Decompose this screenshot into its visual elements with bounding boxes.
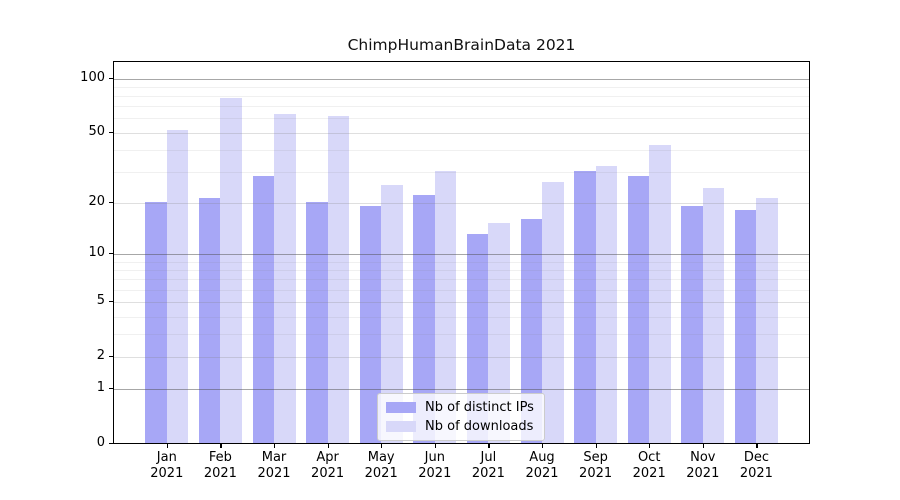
legend-swatch-downloads	[386, 421, 416, 432]
x-tick-label-oct: Oct 2021	[632, 450, 666, 481]
x-tick-label-jul: Jul 2021	[471, 450, 505, 481]
legend-label-distinct-ips: Nb of distinct IPs	[425, 400, 534, 415]
bar-nb-of-downloads-nov	[702, 188, 725, 443]
bar-nb-of-distinct-ips-aug	[520, 218, 542, 443]
x-tick-mark-jul	[488, 444, 490, 448]
bar-nb-of-distinct-ips-apr	[306, 201, 328, 443]
bar-nb-of-distinct-ips-nov	[681, 205, 703, 443]
y-tick-mark-5	[109, 301, 113, 303]
x-tick-mark-mar	[274, 444, 276, 448]
x-tick-label-sep: Sep 2021	[579, 450, 613, 481]
x-tick-label-mar: Mar 2021	[257, 450, 291, 481]
y-tick-mark-1	[109, 388, 113, 390]
legend-item-distinct-ips: Nb of distinct IPs	[386, 400, 534, 415]
plot-area: Nb of distinct IPs Nb of downloads	[113, 61, 810, 444]
x-tick-label-aug: Aug 2021	[525, 450, 559, 481]
x-tick-label-may: May 2021	[364, 450, 398, 481]
x-tick-mark-jan	[166, 444, 168, 448]
x-tick-mark-sep	[595, 444, 597, 448]
y-tick-mark-10	[109, 253, 113, 255]
bar-nb-of-distinct-ips-jan	[145, 201, 167, 443]
bar-nb-of-downloads-apr	[327, 116, 350, 443]
x-tick-mark-oct	[649, 444, 651, 448]
y-tick-mark-20	[109, 201, 113, 204]
y-tick-mark-100	[109, 77, 113, 79]
x-tick-mark-may	[381, 444, 383, 448]
x-tick-label-apr: Apr 2021	[311, 450, 345, 481]
x-tick-mark-dec	[756, 444, 758, 448]
x-tick-mark-jun	[434, 444, 436, 448]
bar-nb-of-downloads-mar	[274, 113, 296, 443]
x-tick-label-nov: Nov 2021	[686, 450, 720, 481]
bar-nb-of-distinct-ips-feb	[198, 198, 221, 443]
y-tick-label-50: 50	[88, 123, 105, 139]
bar-nb-of-downloads-aug	[542, 182, 564, 443]
legend-item-downloads: Nb of downloads	[386, 419, 534, 434]
y-tick-label-2: 2	[96, 347, 105, 363]
bar-nb-of-downloads-feb	[220, 97, 242, 443]
bar-nb-of-distinct-ips-sep	[574, 171, 596, 443]
x-tick-mark-aug	[542, 444, 544, 448]
x-tick-mark-nov	[702, 444, 704, 448]
bar-nb-of-distinct-ips-jun	[413, 194, 435, 443]
x-tick-mark-apr	[327, 444, 329, 448]
y-tick-label-5: 5	[96, 293, 105, 309]
bar-nb-of-distinct-ips-jul	[466, 234, 489, 443]
bar-nb-of-distinct-ips-oct	[627, 176, 650, 443]
chart-title: ChimpHumanBrainData 2021	[347, 36, 576, 54]
legend-swatch-distinct-ips	[386, 402, 416, 413]
bar-nb-of-distinct-ips-dec	[734, 209, 757, 443]
y-tick-mark-50	[109, 131, 113, 133]
bar-nb-of-downloads-dec	[756, 198, 778, 443]
bar-nb-of-distinct-ips-may	[359, 205, 382, 443]
y-tick-label-1: 1	[96, 380, 105, 396]
y-tick-label-20: 20	[88, 193, 105, 209]
bars-layer	[114, 62, 809, 443]
y-tick-mark-2	[109, 355, 113, 358]
x-tick-label-jan: Jan 2021	[150, 450, 184, 481]
legend: Nb of distinct IPs Nb of downloads	[377, 393, 545, 441]
legend-label-downloads: Nb of downloads	[425, 419, 534, 434]
bar-nb-of-downloads-sep	[595, 166, 618, 443]
y-tick-label-10: 10	[88, 245, 105, 261]
y-tick-mark-0	[109, 443, 113, 445]
bar-nb-of-downloads-oct	[649, 145, 671, 443]
y-tick-label-0: 0	[96, 435, 105, 450]
bar-nb-of-downloads-may	[381, 184, 403, 443]
x-tick-label-dec: Dec 2021	[739, 450, 773, 481]
bar-nb-of-downloads-jun	[434, 171, 457, 443]
y-tick-label-100: 100	[80, 69, 105, 85]
x-tick-mark-feb	[220, 444, 222, 448]
bar-nb-of-downloads-jul	[488, 223, 510, 443]
bar-nb-of-downloads-jan	[166, 130, 189, 443]
x-tick-label-feb: Feb 2021	[203, 450, 237, 481]
bar-nb-of-distinct-ips-mar	[252, 176, 274, 443]
x-tick-label-jun: Jun 2021	[418, 450, 452, 481]
